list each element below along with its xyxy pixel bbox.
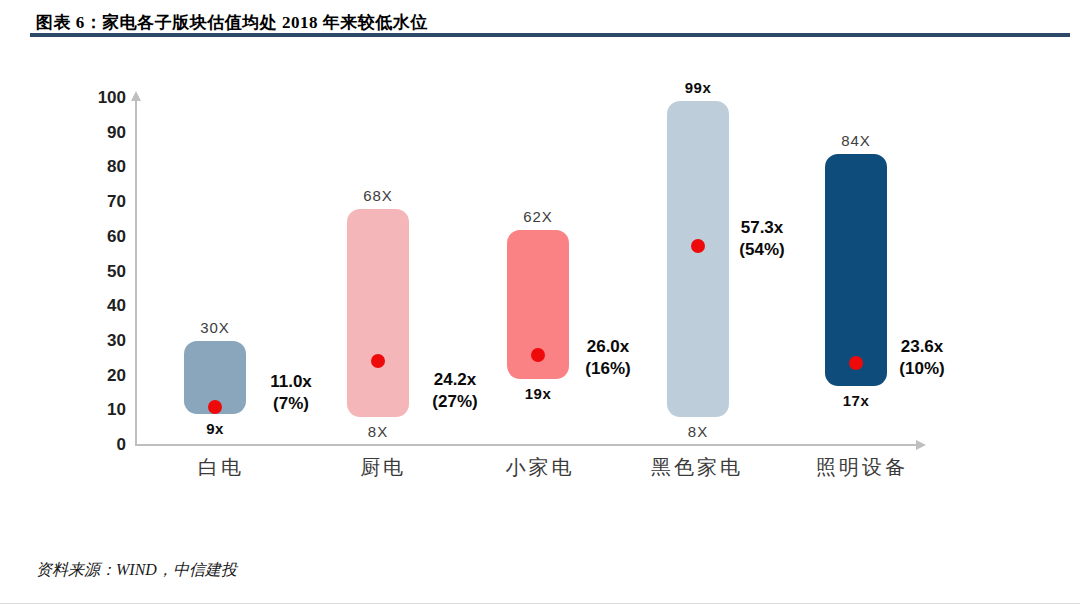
y-tick-label-10: 10 (66, 400, 126, 420)
bar-min-label: 8X (688, 423, 708, 440)
y-tick-label-100: 100 (66, 88, 126, 108)
annotation-percentile-line: (54%) (739, 239, 784, 261)
bar-max-label: 84X (841, 131, 871, 148)
y-tick-label-40: 40 (66, 296, 126, 316)
current-value-annotation: 23.6x(10%) (899, 336, 944, 380)
y-tick-label-30: 30 (66, 331, 126, 351)
figure-title: 图表 6：家电各子版块估值均处 2018 年来较低水位 (36, 11, 428, 34)
bar-max-label: 62X (523, 207, 553, 224)
y-tick-label-70: 70 (66, 192, 126, 212)
annotation-value-line: 23.6x (899, 336, 944, 358)
annotation-percentile-line: (27%) (432, 391, 477, 413)
annotation-percentile-line: (10%) (899, 358, 944, 380)
bar-max-label: 99x (685, 79, 712, 96)
annotation-percentile-line: (16%) (585, 358, 630, 380)
bar-min-label: 17x (843, 392, 870, 409)
current-value-annotation: 24.2x(27%) (432, 369, 477, 413)
figure-page: 图表 6：家电各子版块估值均处 2018 年来较低水位 0 10 20 30 40 50 6… (0, 0, 1080, 606)
valuation-range-chart: 0 10 20 30 40 50 60 70 80 90 100 30X 9x 11.0x(7%) 白电 68… (0, 60, 1080, 500)
title-divider (30, 33, 1070, 37)
current-value-annotation: 11.0x(7%) (270, 371, 312, 415)
current-value-dot (208, 400, 222, 414)
annotation-percentile-line: (7%) (270, 393, 312, 415)
y-axis-arrow-icon (131, 91, 141, 101)
y-axis (135, 100, 137, 446)
y-tick-label-60: 60 (66, 227, 126, 247)
annotation-value-line: 26.0x (585, 336, 630, 358)
bar-min-label: 19x (525, 385, 552, 402)
x-axis (135, 444, 916, 446)
category-label-5: 照明设备 (816, 454, 908, 481)
current-value-dot (371, 354, 385, 368)
y-tick-label-80: 80 (66, 157, 126, 177)
bar-max-label: 30X (200, 318, 230, 335)
source-note: 资料来源：WIND，中信建投 (36, 560, 237, 581)
current-value-annotation: 26.0x(16%) (585, 336, 630, 380)
y-tick-label-50: 50 (66, 262, 126, 282)
page-bottom-divider (0, 603, 1080, 604)
range-bar-5 (825, 154, 887, 386)
current-value-dot (531, 348, 545, 362)
bar-min-label: 8X (368, 423, 388, 440)
range-bar-2 (347, 209, 409, 417)
y-tick-label-90: 90 (66, 123, 126, 143)
x-axis-arrow-icon (916, 440, 926, 450)
category-label-2: 厨电 (360, 454, 406, 481)
annotation-value-line: 11.0x (270, 371, 312, 393)
annotation-value-line: 57.3x (739, 217, 784, 239)
current-value-dot (849, 356, 863, 370)
category-label-4: 黑色家电 (651, 454, 743, 481)
current-value-annotation: 57.3x(54%) (739, 217, 784, 261)
bar-min-label: 9x (206, 419, 224, 436)
category-label-3: 小家电 (506, 454, 575, 481)
annotation-value-line: 24.2x (432, 369, 477, 391)
bar-max-label: 68X (363, 187, 393, 204)
y-tick-label-0: 0 (66, 435, 126, 455)
category-label-1: 白电 (198, 454, 244, 481)
y-tick-label-20: 20 (66, 366, 126, 386)
range-bar-4 (667, 101, 729, 417)
